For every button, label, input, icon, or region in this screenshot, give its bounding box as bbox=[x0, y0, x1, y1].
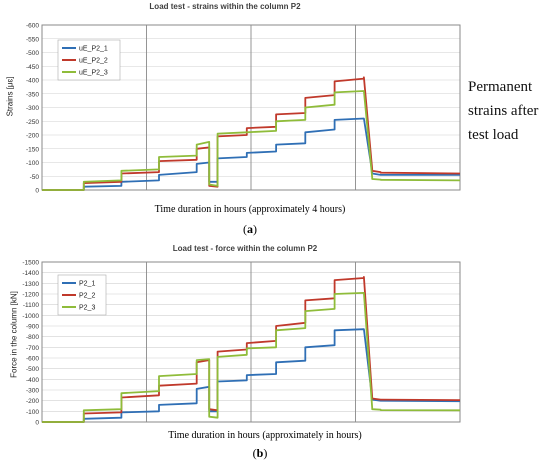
y-tick-label: -900 bbox=[26, 324, 39, 331]
x-axis-label-b: Time duration in hours (approximately in… bbox=[168, 430, 362, 441]
y-tick-label: -550 bbox=[26, 36, 39, 43]
panel-label-a: (a) bbox=[243, 222, 257, 236]
plot-frame bbox=[41, 261, 461, 423]
panel-letter-a: a bbox=[247, 222, 253, 236]
y-tick-label: -1400 bbox=[22, 270, 39, 277]
panel-label-b: (b) bbox=[252, 446, 268, 460]
legend-label: P2_3 bbox=[79, 305, 95, 312]
y-tick-label: -600 bbox=[26, 356, 39, 363]
permanent-strains-note: Permanent strains after test load bbox=[468, 75, 548, 147]
legend-label: P2_2 bbox=[79, 293, 95, 300]
y-tick-label: -450 bbox=[26, 64, 39, 71]
y-tick-label: -1000 bbox=[22, 313, 39, 320]
y-tick-label: -1200 bbox=[22, 292, 39, 299]
series-line-ue-p2-3 bbox=[42, 90, 461, 191]
chart-title-b: Load test - force within the column P2 bbox=[172, 244, 318, 253]
chart-title-a: Load test - strains within the column P2 bbox=[149, 2, 301, 11]
y-tick-label: -500 bbox=[26, 50, 39, 57]
y-tick-label: -200 bbox=[26, 133, 39, 140]
y-tick-label: -200 bbox=[26, 398, 39, 405]
y-tick-label: -150 bbox=[26, 146, 39, 153]
series-line-p2-3 bbox=[42, 291, 461, 423]
panel-letter-b: b bbox=[256, 446, 264, 460]
y-tick-label: -700 bbox=[26, 345, 39, 352]
legend-label: P2_1 bbox=[79, 281, 95, 288]
y-tick-label: 0 bbox=[35, 188, 39, 195]
y-tick-label: -400 bbox=[26, 78, 39, 85]
y-tick-label: 0 bbox=[35, 420, 39, 427]
note-line-3: test load bbox=[468, 127, 519, 143]
y-tick-label: -300 bbox=[26, 388, 39, 395]
y-tick-label: -1100 bbox=[23, 302, 40, 309]
plot-frame bbox=[41, 24, 461, 191]
legend-label: uE_P2_3 bbox=[79, 70, 108, 77]
y-tick-label: -100 bbox=[26, 409, 39, 416]
y-tick-label: -50 bbox=[30, 174, 40, 181]
legend-label: uE_P2_2 bbox=[79, 58, 108, 65]
x-axis-label-a: Time duration in hours (approximately 4 … bbox=[154, 204, 346, 215]
y-tick-label: -800 bbox=[26, 334, 39, 341]
y-axis-label-b: Force in the column [kN] bbox=[9, 291, 19, 378]
y-tick-label: -400 bbox=[26, 377, 39, 384]
y-tick-label: -1300 bbox=[22, 281, 39, 288]
note-line-1: Permanent bbox=[468, 79, 533, 95]
y-tick-label: -350 bbox=[26, 91, 39, 98]
y-tick-label: -250 bbox=[26, 119, 39, 126]
y-tick-label: -100 bbox=[26, 160, 39, 167]
note-line-2: strains after bbox=[468, 103, 539, 119]
y-tick-label: -300 bbox=[26, 105, 39, 112]
legend-label: uE_P2_1 bbox=[79, 46, 108, 53]
y-tick-label: -1500 bbox=[22, 260, 39, 267]
series-line-ue-p2-1 bbox=[42, 117, 460, 191]
y-tick-label: -600 bbox=[26, 23, 39, 30]
series-line-p2-1 bbox=[42, 328, 461, 423]
y-tick-label: -500 bbox=[26, 366, 39, 373]
